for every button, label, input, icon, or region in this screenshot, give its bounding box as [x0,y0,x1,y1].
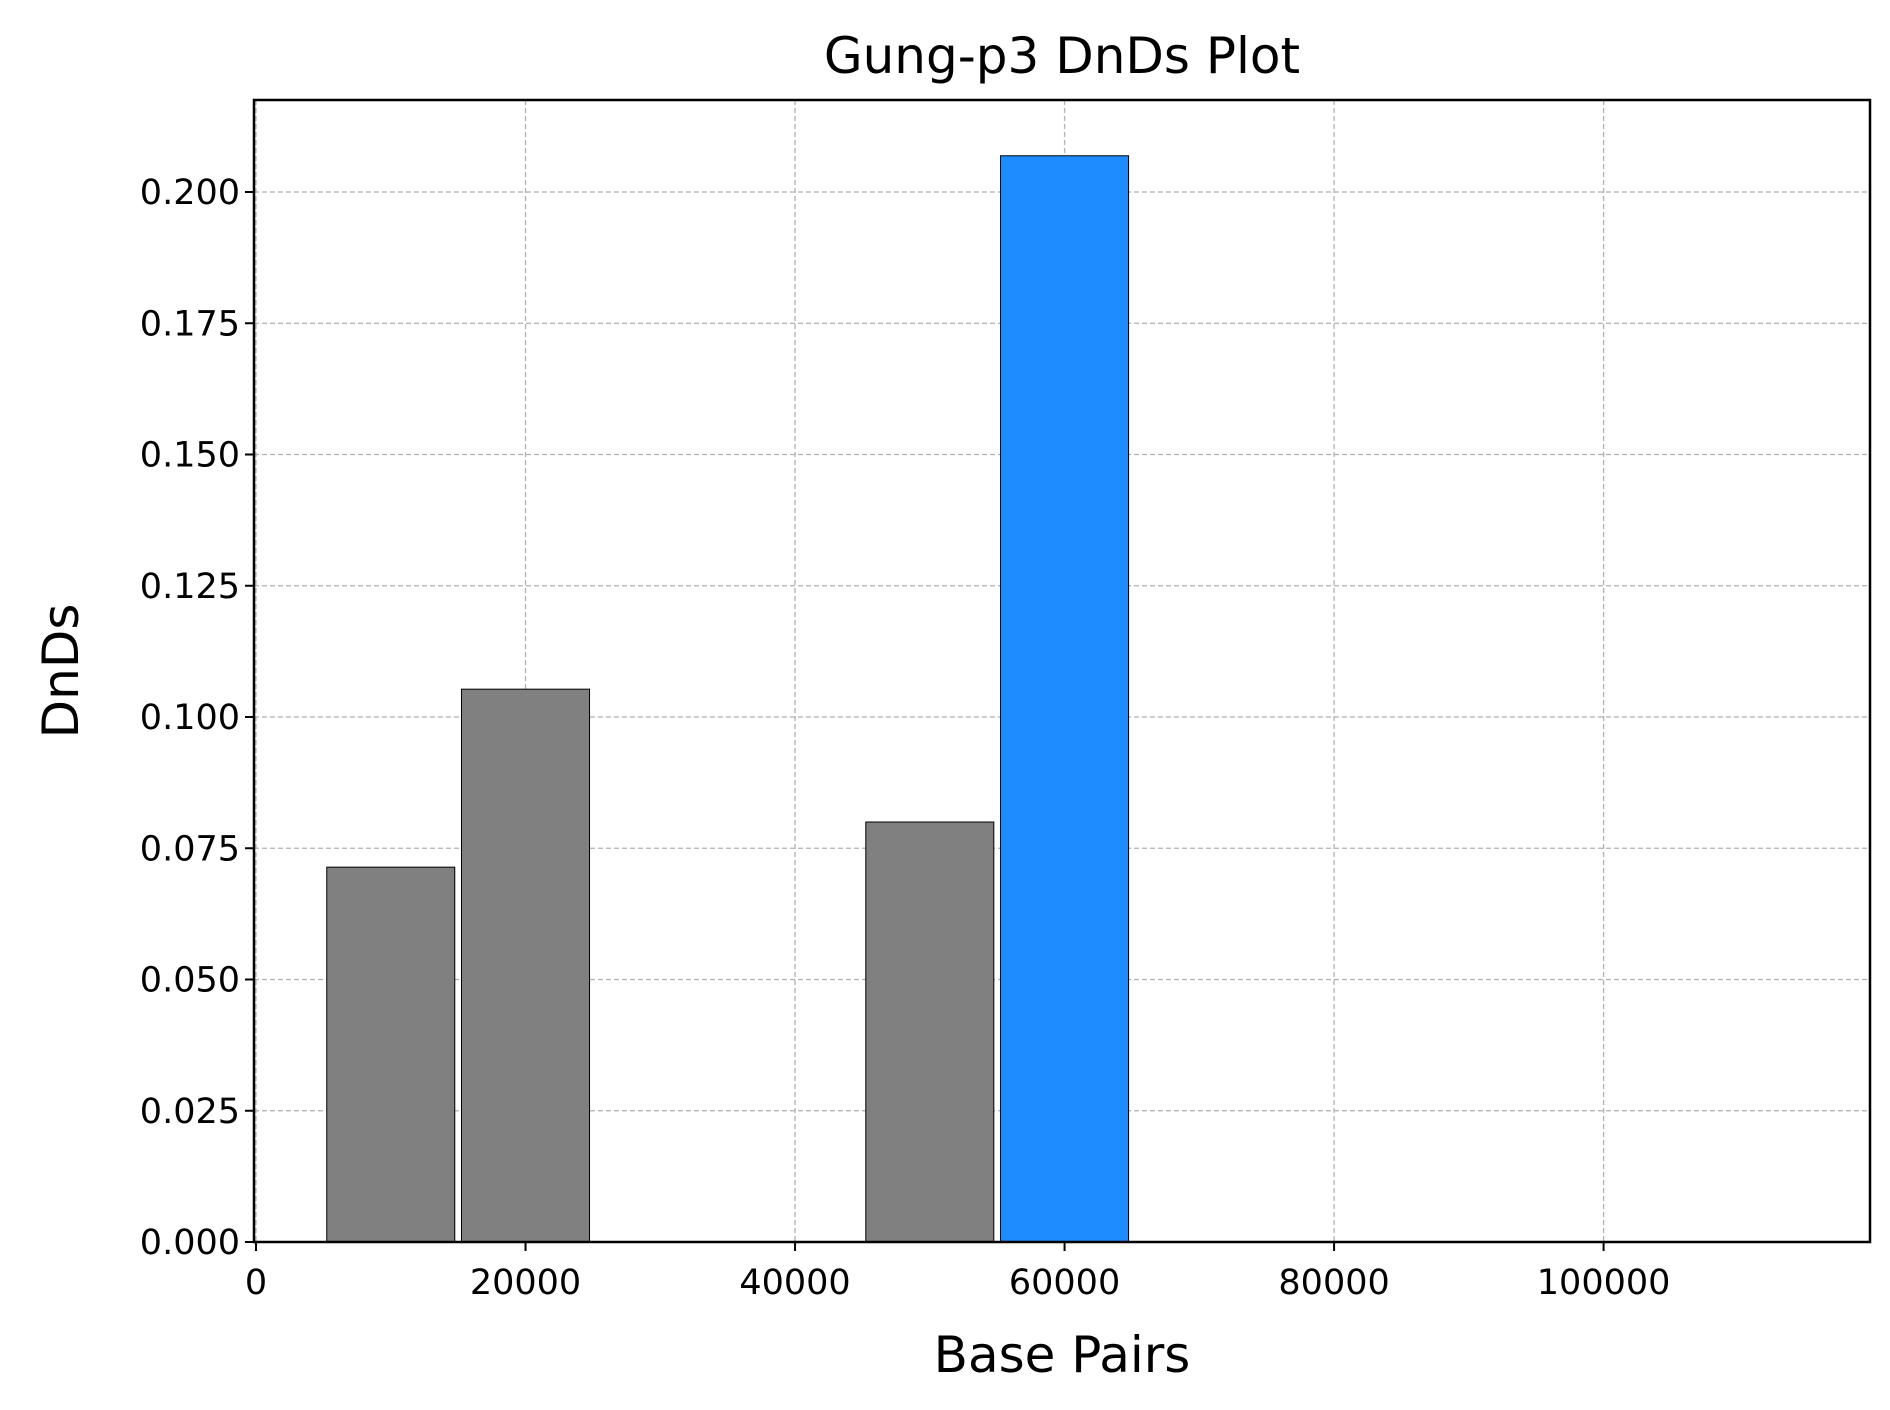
x-tick-label: 80000 [1278,1263,1389,1303]
x-tick-label: 100000 [1537,1263,1671,1303]
y-tick-label: 0.200 [140,173,240,213]
plot-frame [252,98,1872,1244]
y-tick-label: 0.175 [140,304,240,344]
x-tick-label: 40000 [739,1263,850,1303]
y-tick-label: 0.125 [140,567,240,607]
bar-1 [326,866,456,1243]
x-tick-label: 20000 [470,1263,581,1303]
y-tick-label: 0.100 [140,698,240,738]
y-tick-label: 0.000 [140,1223,240,1263]
bars [326,155,1130,1243]
bar-2 [461,688,591,1243]
chart-title: Gung-p3 DnDs Plot [824,27,1300,85]
x-tick-label: 60000 [1009,1263,1120,1303]
y-axis-label: DnDs [32,604,90,739]
bar-3 [865,821,995,1243]
x-axis-ticks: 0 20000 40000 60000 80000 100000 [245,1242,1671,1303]
y-tick-label: 0.025 [140,1092,240,1132]
x-axis-label: Base Pairs [934,1326,1191,1384]
bar-4 [1000,155,1130,1243]
x-tick-label: 0 [245,1263,267,1303]
y-axis-ticks: 0.000 0.025 0.050 0.075 0.100 0.125 0.150 0.175… [140,173,254,1263]
y-tick-label: 0.050 [140,961,240,1001]
y-tick-label: 0.075 [140,829,240,869]
y-tick-label: 0.150 [140,436,240,476]
